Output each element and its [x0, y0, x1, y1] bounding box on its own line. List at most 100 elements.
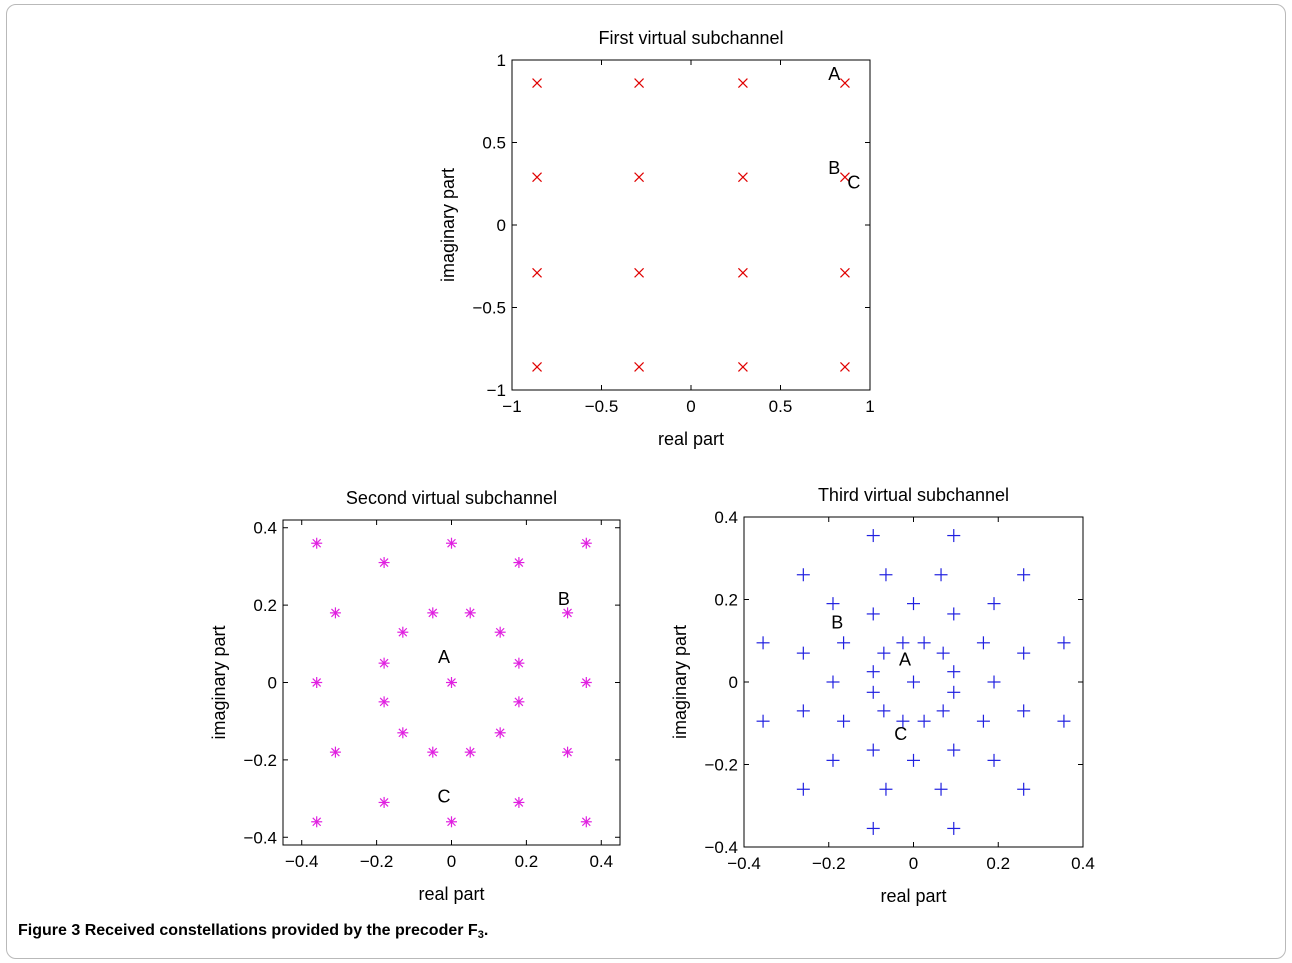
- data-point: [934, 782, 948, 796]
- y-tick-label: 0.5: [482, 134, 506, 153]
- data-point: [987, 753, 1001, 767]
- y-tick-label: 0: [729, 673, 738, 692]
- x-tick-label: −0.4: [285, 852, 319, 871]
- plot-frame-first: [511, 59, 871, 391]
- caption-variable: F: [467, 922, 478, 939]
- data-point: [634, 78, 645, 89]
- data-point: [837, 714, 851, 728]
- data-point: [513, 696, 525, 708]
- data-point: [987, 675, 1001, 689]
- x-tick-label: 0.4: [589, 852, 613, 871]
- data-point: [947, 685, 961, 699]
- data-point: [907, 753, 920, 767]
- data-point: [866, 607, 880, 621]
- data-point: [866, 743, 880, 757]
- plot-first: −1 −0.5 0 0.5 1 −1 −0.5 0 0.5 1 First virtual subc…: [438, 28, 875, 449]
- x-tick-label: 0: [686, 397, 695, 416]
- y-axis-label-second: imaginary part: [209, 625, 229, 739]
- data-point: [513, 657, 525, 669]
- data-point: [879, 568, 893, 582]
- y-axis-label-third: imaginary part: [670, 625, 690, 739]
- data-point: [947, 821, 961, 835]
- y-tick-label: 0.2: [714, 591, 738, 610]
- y-tick-label: 1: [497, 51, 506, 70]
- data-point: [796, 646, 810, 660]
- data-point: [532, 172, 542, 183]
- data-point: [1017, 782, 1031, 796]
- y-tick-label: −0.5: [472, 299, 506, 318]
- data-point: [532, 361, 542, 372]
- x-tick-label: 0.4: [1071, 854, 1095, 873]
- point-annotation-b: B: [831, 612, 843, 632]
- x-axis-label-first: real part: [658, 429, 724, 449]
- y-tick-label: 0.4: [253, 519, 277, 538]
- data-point: [580, 816, 592, 828]
- data-point: [947, 743, 961, 757]
- data-point: [796, 568, 810, 582]
- point-annotation-c: C: [847, 173, 860, 193]
- data-point: [737, 267, 748, 278]
- y-tick-label: −0.2: [243, 751, 277, 770]
- data-point: [311, 537, 323, 549]
- caption-subscript: 3: [477, 929, 484, 941]
- x-tick-label: −0.2: [812, 854, 846, 873]
- point-annotation-c: C: [894, 724, 907, 744]
- data-point: [936, 704, 950, 718]
- figure-caption: Figure 3 Received constellations provide…: [18, 922, 488, 941]
- data-point: [826, 675, 840, 689]
- x-axis-label-second: real part: [418, 884, 484, 904]
- data-point: [879, 782, 893, 796]
- data-point: [896, 714, 910, 728]
- data-point: [907, 675, 920, 689]
- y-axis-label-first: imaginary part: [438, 168, 458, 282]
- data-point: [329, 607, 341, 619]
- data-point: [1017, 704, 1031, 718]
- y-tick-label: 0: [268, 674, 277, 693]
- data-point: [1057, 714, 1071, 728]
- data-point: [311, 677, 323, 688]
- data-point: [896, 636, 910, 650]
- y-tick-label: 0: [497, 216, 506, 235]
- data-point: [634, 172, 645, 183]
- data-point: [987, 597, 1001, 611]
- data-point: [494, 626, 506, 638]
- plot-title-second: Second virtual subchannel: [346, 488, 557, 508]
- data-point: [464, 746, 476, 758]
- y-tick-label: 0.4: [714, 508, 738, 527]
- data-point: [378, 696, 390, 708]
- x-tick-label: 0.5: [769, 397, 793, 416]
- x-tick-label: −0.2: [360, 852, 394, 871]
- y-tick-label: −1: [487, 381, 506, 400]
- plot-second: −0.4 −0.2 0 0.2 0.4 −0.4 −0.2 0 0.2 0.4 Second vir…: [209, 488, 621, 904]
- plot-title-first: First virtual subchannel: [598, 28, 783, 48]
- data-point: [634, 267, 645, 278]
- data-point: [840, 267, 850, 278]
- data-point: [737, 172, 748, 183]
- data-point: [840, 361, 850, 372]
- data-point: [532, 78, 542, 89]
- data-point: [378, 657, 390, 669]
- data-point: [397, 727, 409, 739]
- y-tick-label: −0.4: [243, 828, 277, 847]
- point-annotation-c: C: [438, 786, 451, 806]
- data-point: [796, 782, 810, 796]
- data-point: [936, 646, 950, 660]
- x-tick-label: 0.2: [986, 854, 1010, 873]
- data-point: [907, 597, 920, 611]
- point-annotation-a: A: [828, 64, 840, 84]
- data-point: [826, 753, 840, 767]
- data-point: [840, 78, 850, 89]
- x-tick-label: −0.5: [585, 397, 619, 416]
- data-point: [947, 607, 961, 621]
- data-point: [562, 746, 574, 758]
- data-point: [840, 172, 850, 183]
- data-point: [877, 704, 891, 718]
- x-tick-label: −1: [502, 397, 521, 416]
- data-point: [494, 727, 506, 739]
- data-point: [917, 636, 931, 650]
- data-point: [513, 796, 525, 808]
- data-point: [329, 746, 341, 758]
- point-annotation-b: B: [558, 589, 570, 609]
- x-axis-label-third: real part: [880, 886, 946, 906]
